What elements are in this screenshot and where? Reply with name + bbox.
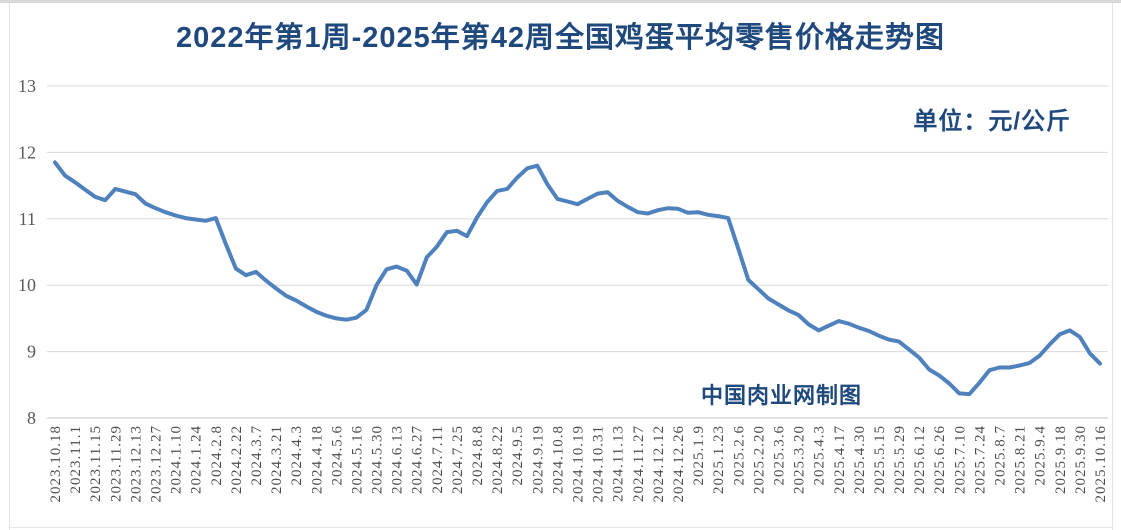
egg-price-line-series	[53, 160, 1102, 397]
x-axis-tick-label: 2024.10.31	[591, 425, 607, 503]
x-axis-tick-label: 2024.1.24	[189, 425, 205, 494]
x-axis-tick-label: 2025.8.21	[1013, 425, 1029, 494]
x-axis-tick-label: 2023.10.18	[48, 425, 64, 503]
x-axis-tick-label: 2024.3.21	[269, 425, 285, 494]
x-axis-tick-label: 2025.9.30	[1073, 425, 1089, 494]
x-axis-tick-label: 2024.10.8	[550, 425, 566, 494]
x-axis-tick-label: 2023.11.29	[108, 425, 124, 502]
y-axis-tick-label: 8	[27, 408, 36, 428]
x-axis-tick-label: 2025.10.16	[1093, 425, 1109, 503]
x-axis-tick-label: 2024.9.5	[510, 425, 526, 486]
x-axis-tick-label: 2024.3.7	[249, 425, 265, 486]
y-axis-tick-label: 12	[18, 142, 36, 162]
x-axis-tick-label: 2024.5.16	[349, 425, 365, 494]
x-axis-tick-label: 2025.1.9	[691, 425, 707, 486]
x-axis-tick-label: 2024.7.25	[450, 425, 466, 494]
unit-label: 单位：元/公斤	[913, 108, 1071, 135]
x-axis-tick-label: 2025.8.7	[993, 425, 1009, 486]
x-axis-tick-label: 2024.2.22	[229, 425, 245, 494]
x-axis-tick-label: 2025.2.6	[731, 425, 747, 486]
x-axis-tick-label: 2023.11.15	[88, 425, 104, 502]
y-axis-tick-label: 9	[27, 342, 36, 362]
x-axis-tick-label: 2024.12.12	[651, 425, 667, 503]
chart-bottom-border	[10, 527, 1113, 528]
x-axis-tick-label: 2024.1.10	[169, 425, 185, 494]
chart-left-border	[9, 3, 10, 530]
x-axis-tick-label: 2024.11.13	[611, 425, 627, 502]
x-axis-tick-label: 2025.3.20	[792, 425, 808, 494]
x-axis-tick-label: 2024.6.27	[410, 425, 426, 494]
x-axis-tick-label: 2025.1.23	[711, 425, 727, 494]
x-axis-tick-label: 2024.8.22	[490, 425, 506, 494]
chart-right-border	[1112, 3, 1113, 530]
y-axis-tick-label: 10	[18, 275, 36, 295]
x-axis-tick-label: 2024.7.11	[430, 425, 446, 493]
x-axis-tick-label: 2024.8.8	[470, 425, 486, 486]
x-axis-tick-label: 2025.4.30	[852, 425, 868, 494]
page-top-border	[0, 0, 1121, 3]
x-axis-tick-label: 2024.9.19	[530, 425, 546, 494]
x-axis-tick-label: 2025.2.20	[751, 425, 767, 494]
x-axis-tick-label: 2024.12.26	[671, 425, 687, 503]
x-axis-tick-label: 2025.6.12	[912, 425, 928, 494]
x-axis-tick-label: 2023.11.1	[68, 425, 84, 493]
watermark-label: 中国肉业网制图	[701, 383, 863, 408]
y-axis-tick-label: 13	[18, 76, 36, 96]
x-axis-tick-label: 2024.4.18	[309, 425, 325, 494]
x-axis-tick-label: 2025.9.4	[1033, 425, 1049, 486]
x-axis-tick-label: 2024.4.3	[289, 425, 305, 486]
x-axis-tick-label: 2024.2.8	[209, 425, 225, 486]
x-axis-tick-label: 2025.4.17	[832, 425, 848, 494]
x-axis-tick-label: 2025.7.24	[972, 425, 988, 494]
y-axis-tick-label: 11	[19, 209, 36, 229]
x-axis-tick-label: 2025.3.6	[771, 425, 787, 486]
x-axis-tick-label: 2025.6.26	[932, 425, 948, 494]
x-axis-tick-label: 2024.5.30	[370, 425, 386, 494]
x-axis-tick-label: 2025.5.29	[892, 425, 908, 494]
x-axis-tick-label: 2025.9.18	[1053, 425, 1069, 494]
chart-title: 2022年第1周-2025年第42周全国鸡蛋平均零售价格走势图	[175, 22, 946, 54]
x-axis-tick-label: 2024.6.13	[390, 425, 406, 494]
x-axis-tick-label: 2025.5.15	[872, 425, 888, 494]
x-axis-tick-label: 2023.12.13	[128, 425, 144, 503]
x-axis-tick-label: 2024.10.19	[571, 425, 587, 503]
x-axis-tick-label: 2025.7.10	[952, 425, 968, 494]
x-axis-tick-label: 2023.12.27	[148, 425, 164, 503]
x-axis-tick-label: 2024.11.27	[631, 425, 647, 502]
x-axis-tick-label: 2024.5.6	[329, 425, 345, 486]
x-axis-tick-label: 2025.4.3	[812, 425, 828, 486]
